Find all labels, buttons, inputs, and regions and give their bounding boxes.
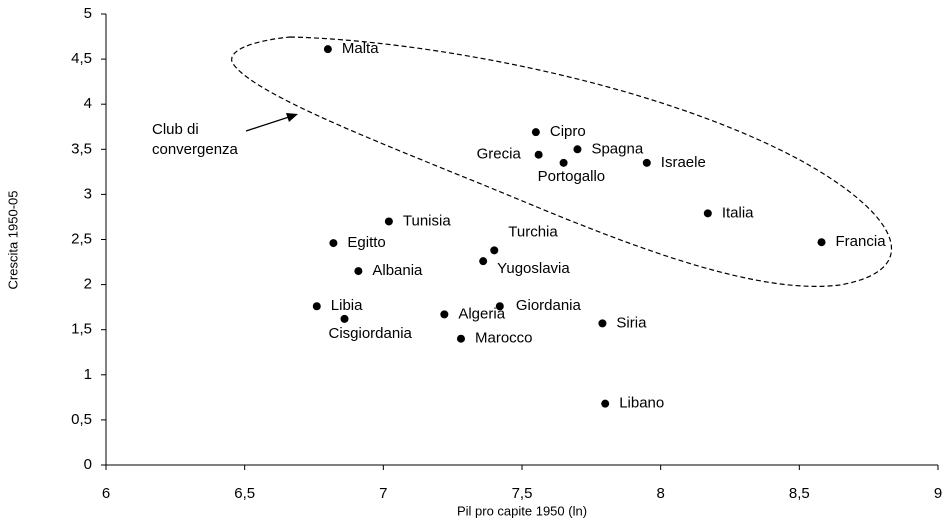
x-tick-label: 7 — [379, 485, 387, 502]
x-tick-label: 8,5 — [789, 485, 810, 502]
y-tick-label: 5 — [84, 5, 92, 22]
point — [479, 257, 488, 266]
point — [384, 217, 393, 226]
point-label: Algeria — [458, 305, 505, 322]
point-label: Marocco — [475, 330, 533, 347]
point — [601, 399, 610, 408]
point — [329, 239, 338, 248]
point-label: Giordania — [516, 297, 582, 314]
point — [531, 128, 540, 137]
y-tick-label: 3 — [84, 185, 92, 202]
point-label: Tunisia — [403, 212, 451, 229]
point — [490, 246, 499, 255]
point-label: Francia — [836, 233, 887, 250]
point — [598, 319, 607, 328]
x-tick-label: 8 — [656, 485, 664, 502]
y-tick-label: 4,5 — [71, 50, 92, 67]
point — [354, 267, 363, 276]
x-axis-label: Pil pro capite 1950 (ln) — [457, 503, 587, 518]
y-tick-label: 1,5 — [71, 321, 92, 338]
point-label: Cipro — [550, 123, 586, 140]
point-label: Egitto — [347, 234, 385, 251]
point-label: Libano — [619, 395, 664, 412]
point — [573, 145, 582, 154]
annotation-arrowhead — [286, 113, 298, 122]
point-label: Cisgiordania — [329, 325, 413, 342]
annotation: Club di convergenza — [152, 121, 239, 158]
point-label: Spagna — [591, 140, 643, 157]
point — [312, 302, 321, 311]
point — [340, 314, 349, 323]
y-tick-label: 2 — [84, 276, 92, 293]
x-tick-label: 7,5 — [512, 485, 533, 502]
y-tick-label: 0,5 — [71, 411, 92, 428]
annotation-arrow — [245, 115, 293, 132]
y-tick-label: 2,5 — [71, 230, 92, 247]
convergence-club-outline — [231, 36, 893, 287]
point — [456, 334, 465, 343]
point — [559, 158, 568, 167]
point — [534, 150, 543, 159]
point-label: Malta — [342, 40, 379, 57]
point-label: Israele — [661, 154, 706, 171]
point-label: Portogallo — [538, 168, 606, 185]
y-tick-label: 1 — [84, 366, 92, 383]
x-tick-label: 6 — [102, 485, 110, 502]
point — [440, 310, 449, 319]
point — [817, 238, 826, 247]
point — [703, 209, 712, 218]
y-tick-label: 0 — [84, 456, 92, 473]
point-label: Turchia — [508, 223, 558, 240]
point-label: Italia — [722, 204, 754, 221]
point-label: Albania — [372, 262, 423, 279]
point — [495, 302, 504, 311]
point-label: Siria — [616, 314, 647, 331]
x-tick-label: 6,5 — [234, 485, 255, 502]
x-tick-label: 9 — [934, 485, 942, 502]
point-label: Libia — [331, 297, 363, 314]
y-tick-label: 3,5 — [71, 140, 92, 157]
point — [323, 45, 332, 54]
y-tick-label: 4 — [84, 95, 92, 112]
point-label: Yugoslavia — [497, 260, 570, 277]
point-label: Grecia — [477, 146, 522, 163]
point — [642, 158, 651, 167]
y-axis-label: Crescita 1950-05 — [5, 191, 20, 290]
